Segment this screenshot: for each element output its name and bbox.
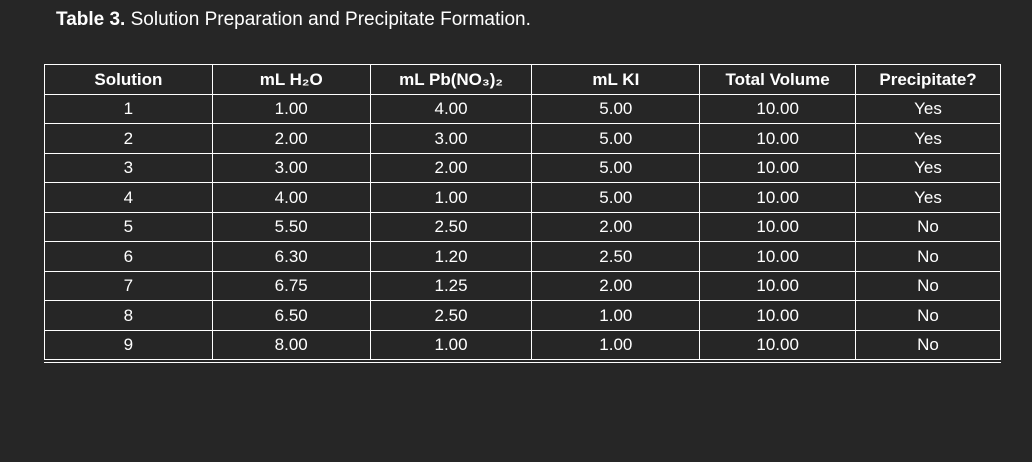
column-header: mL KI [531,64,701,95]
table-row: 5 5.50 2.50 2.00 10.00 No [44,211,1001,242]
table-cell: 6.50 [211,300,371,331]
table-cell: 3 [44,152,213,183]
data-table: Solution mL H₂O mL Pb(NO₃)₂ mL KI Total Volu… [44,64,1001,363]
table-cell: No [855,241,1001,272]
table-cell: 1 [44,93,213,124]
table-cell: 5 [44,211,213,242]
table-cell: No [855,329,1001,362]
table-row: 4 4.00 1.00 5.00 10.00 Yes [44,182,1001,213]
table-cell: 4.00 [211,182,371,213]
table-cell: 8 [44,300,213,331]
table-row: 6 6.30 1.20 2.50 10.00 No [44,241,1001,272]
table-cell: 4.00 [369,93,533,124]
table-cell: 1.00 [369,182,533,213]
table-cell: 2.00 [369,152,533,183]
table-cell: 6.30 [211,241,371,272]
column-header: Solution [44,64,213,95]
table-row: 7 6.75 1.25 2.00 10.00 No [44,270,1001,301]
caption-label: Table 3. [56,9,126,30]
table-row: 8 6.50 2.50 1.00 10.00 No [44,300,1001,331]
table-cell: 8.00 [211,329,371,362]
table-row: 1 1.00 4.00 5.00 10.00 Yes [44,93,1001,124]
column-header: mL H₂O [211,64,371,95]
column-header: Precipitate? [855,64,1001,95]
table-body: 1 1.00 4.00 5.00 10.00 Yes 2 2.00 3.00 5.00 10.00 Y… [44,93,1001,362]
table-cell: 6.75 [211,270,371,301]
table-cell: No [855,211,1001,242]
table-cell: 5.00 [531,182,701,213]
table-cell: 2.00 [531,270,701,301]
table-cell: 3.00 [369,123,533,154]
table-cell: 10.00 [699,300,857,331]
table-cell: 10.00 [699,123,857,154]
table-caption: Table 3. Solution Preparation and Precip… [56,9,531,31]
table-cell: 1.00 [369,329,533,362]
table-row: 2 2.00 3.00 5.00 10.00 Yes [44,123,1001,154]
table-cell: No [855,270,1001,301]
table-cell: 9 [44,329,213,362]
table-cell: 10.00 [699,182,857,213]
column-header: Total Volume [699,64,857,95]
table-row: 3 3.00 2.00 5.00 10.00 Yes [44,152,1001,183]
table-cell: 5.50 [211,211,371,242]
column-header: mL Pb(NO₃)₂ [369,64,533,95]
table-cell: 1.20 [369,241,533,272]
table-cell: 10.00 [699,211,857,242]
header-row: Solution mL H₂O mL Pb(NO₃)₂ mL KI Total Volu… [44,64,1001,95]
table-cell: 2.00 [531,211,701,242]
table-cell: 2.50 [369,211,533,242]
table-cell: 1.00 [531,329,701,362]
table-cell: 10.00 [699,329,857,362]
table-cell: 3.00 [211,152,371,183]
table-cell: 1.25 [369,270,533,301]
table-cell: 6 [44,241,213,272]
table-cell: 10.00 [699,270,857,301]
table-cell: Yes [855,152,1001,183]
table-cell: 5.00 [531,123,701,154]
table-row: 9 8.00 1.00 1.00 10.00 No [44,329,1001,362]
table-cell: 5.00 [531,93,701,124]
table-cell: No [855,300,1001,331]
table-cell: 1.00 [531,300,701,331]
table-cell: 4 [44,182,213,213]
caption-text: Solution Preparation and Precipitate For… [130,9,531,30]
table-cell: 10.00 [699,152,857,183]
table-cell: 10.00 [699,93,857,124]
table-cell: 10.00 [699,241,857,272]
table-cell: 5.00 [531,152,701,183]
table-cell: 2 [44,123,213,154]
table-cell: 1.00 [211,93,371,124]
table-cell: 7 [44,270,213,301]
table-cell: Yes [855,182,1001,213]
table-cell: 2.00 [211,123,371,154]
table-cell: Yes [855,123,1001,154]
table-cell: Yes [855,93,1001,124]
table-cell: 2.50 [531,241,701,272]
table-cell: 2.50 [369,300,533,331]
